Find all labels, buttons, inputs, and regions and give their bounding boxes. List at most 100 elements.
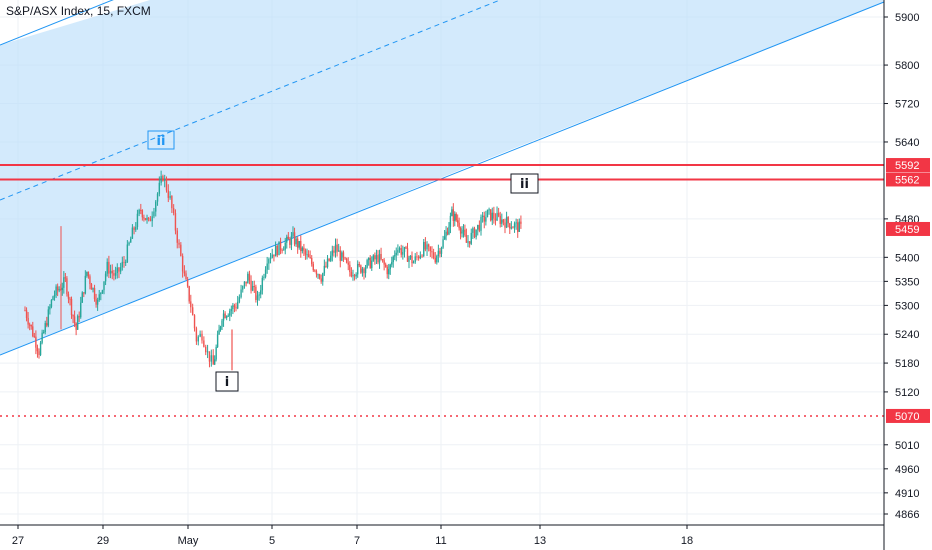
candle-body [286,236,288,243]
candle-body [323,265,326,274]
candle-body [165,178,168,191]
wave-label: ii [157,134,166,149]
candle-body [470,232,472,244]
candle-body [477,224,479,230]
price-tag-label: 5459 [895,224,919,236]
candle-body [75,323,77,330]
candle-body [42,332,45,334]
candle-body [326,258,329,267]
candle-body [156,193,159,202]
candle-body [279,241,282,251]
candle-body [274,245,277,257]
candle-body [33,336,36,338]
candle-body [185,273,187,280]
y-tick-label: 5400 [895,252,919,264]
candle-body [505,217,508,228]
wave-label: ii [520,177,529,192]
candle-body [318,274,321,279]
candle-body [432,252,435,258]
candle-body [44,323,46,333]
candle-body [513,223,516,228]
candle-body [345,258,348,263]
candle-body [395,252,397,256]
candle-body [225,316,228,319]
candle-body [66,278,68,295]
candle-body [337,250,340,252]
y-tick-label: 4866 [895,509,919,521]
candle-body [512,227,514,229]
candle-body [412,262,415,264]
candle-body [515,222,517,224]
candle-body [375,255,378,260]
candle-body [436,255,438,263]
candle-body [456,220,459,223]
candle-body [458,222,460,229]
candle-body [243,281,246,287]
candle-body [451,209,453,216]
candle-body [347,262,349,265]
x-tick-label: 29 [97,535,109,547]
candle-body [325,265,327,267]
candle-body [437,250,440,256]
candle-body [502,219,505,223]
candle-body [162,176,164,181]
candle-body [480,216,482,231]
candle-body [138,209,140,214]
candle-body [301,247,304,252]
candle-body [50,300,53,307]
candle-body [501,219,503,224]
candle-body [424,241,427,250]
candle-body [201,333,203,341]
candle-body [427,244,430,247]
candle-body [388,269,390,275]
candle-body [250,280,252,291]
candle-body [76,316,79,330]
price-tag-5459 [886,221,930,236]
candle-body [190,301,192,308]
candle-body [342,252,345,258]
candle-body [38,351,40,355]
candle-body [414,256,416,263]
candle-body [311,258,313,265]
candle-body [455,213,457,221]
y-tick-label: 5240 [895,329,919,341]
candle-body [212,355,214,365]
y-tick-label: 5300 [895,300,919,312]
candle-body [353,275,356,277]
price-tag-5562 [886,172,930,187]
candle-body [440,247,443,254]
candle-body [322,273,324,282]
candle-body [307,254,310,258]
candle-body [123,261,125,263]
candle-body [489,209,492,221]
candle-body [80,302,82,318]
candle-body [240,289,242,298]
candle-body [153,211,155,217]
candle-body [509,223,511,229]
candle-body [126,244,129,262]
candle-body [171,196,173,209]
x-tick-label: 11 [435,535,446,547]
candle-body [32,326,34,337]
candle-body [83,292,85,294]
candle-body [81,292,83,303]
candle-body [303,247,305,251]
candle-body [439,250,441,254]
candle-body [445,231,447,237]
candle-body [87,271,90,277]
candle-body [383,260,385,265]
candle-body [53,295,56,297]
candle-body [429,246,432,252]
candle-body [103,281,105,291]
candle-body [381,259,384,261]
candle-body [128,242,130,245]
candle-body [468,241,471,244]
candle-body [100,292,102,295]
candle-body [336,244,338,252]
candle-body [58,289,60,291]
x-tick-label: 5 [269,535,275,547]
candle-body [520,221,522,224]
candle-body [355,274,357,277]
candle-body [339,250,341,261]
